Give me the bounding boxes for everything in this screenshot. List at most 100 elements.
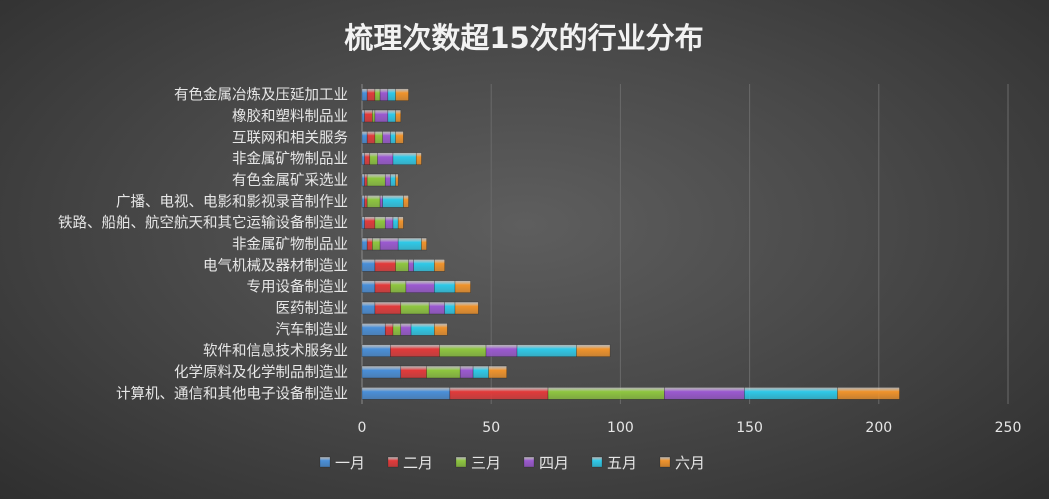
bar-segment	[361, 88, 368, 101]
bar-segment	[547, 387, 665, 400]
bar-segment	[405, 280, 435, 293]
bar-segment	[395, 173, 399, 187]
bar-segment	[392, 323, 402, 336]
bars	[361, 88, 900, 400]
bar-segment	[472, 365, 489, 379]
bar-segment	[395, 259, 409, 272]
bar-segment	[361, 259, 376, 272]
bar-segment	[664, 387, 745, 400]
bar-segment	[374, 88, 381, 101]
bar-segment	[366, 195, 381, 208]
bar-segment	[366, 237, 373, 251]
bar-segment	[361, 173, 365, 187]
bar-segment	[361, 280, 376, 293]
category-label: 非金属矿物制品业	[232, 236, 348, 253]
category-label: 电气机械及器材制造业	[203, 257, 348, 274]
bar-segment	[374, 259, 396, 272]
legend-label: 二月	[403, 454, 433, 472]
bar-segment	[366, 131, 376, 144]
category-label: 计算机、通信和其他电子设备制造业	[116, 385, 348, 402]
bar-segment	[744, 387, 838, 400]
bar-segment	[410, 323, 435, 336]
category-label: 汽车制造业	[276, 321, 349, 338]
legend-label: 三月	[471, 454, 501, 472]
bar-segment	[392, 216, 399, 229]
bar-segment	[366, 88, 376, 101]
bar-segment	[434, 323, 448, 336]
bar-segment	[361, 109, 365, 123]
bar-segment	[364, 152, 371, 165]
bar-segment	[390, 131, 396, 144]
bar-segment	[379, 237, 399, 251]
legend-label: 六月	[675, 454, 705, 472]
bar-segment	[434, 280, 456, 293]
bar-segment	[382, 195, 404, 208]
bar-segment	[361, 387, 451, 400]
bar-segment	[361, 195, 365, 208]
bar-segment	[387, 109, 396, 123]
category-label: 有色金属矿采选业	[232, 172, 348, 189]
bar-segment	[374, 280, 391, 293]
bar-segment	[395, 109, 402, 123]
x-tick-label: 150	[736, 420, 763, 436]
bar-segment	[387, 88, 396, 101]
bar-segment	[400, 323, 412, 336]
bar-segment	[449, 387, 549, 400]
x-tick-label: 50	[482, 420, 500, 436]
category-label: 化学原料及化学制品制造业	[174, 364, 348, 381]
bar-segment	[379, 88, 389, 101]
bar-segment	[361, 216, 365, 229]
legend-label: 四月	[539, 454, 569, 472]
bar-segment	[361, 365, 402, 379]
bar-segment	[361, 131, 368, 144]
bar-segment	[361, 301, 376, 315]
bar-segment	[400, 365, 427, 379]
bar-segment	[459, 365, 474, 379]
legend: 一月 二月 三月 四月 五月 六月	[319, 454, 705, 472]
category-label: 互联网和相关服务	[232, 129, 348, 146]
bar-segment	[361, 344, 391, 357]
bar-segment	[837, 387, 900, 400]
category-label: 橡胶和塑料制品业	[232, 108, 348, 125]
bar-segment	[366, 173, 386, 187]
category-label: 有色金属冶炼及压延加工业	[174, 87, 348, 104]
bar-segment	[403, 195, 409, 208]
category-label: 非金属矿物制品业	[232, 151, 348, 168]
category-label: 医药制造业	[276, 300, 349, 317]
bar-segment	[364, 216, 376, 229]
category-label: 铁路、船舶、航空航天和其它运输设备制造业	[58, 214, 348, 232]
bar-segment	[400, 301, 430, 315]
category-label: 软件和信息技术服务业	[203, 343, 348, 360]
bar-segment	[364, 109, 373, 123]
x-tick-label: 250	[995, 420, 1022, 436]
bar-segment	[374, 109, 389, 123]
bar-segment	[415, 152, 422, 165]
bar-segment	[377, 152, 394, 165]
bar-segment	[384, 216, 394, 229]
bar-segment	[374, 216, 386, 229]
bar-segment	[516, 344, 577, 357]
legend-swatch	[591, 456, 603, 468]
bar-segment	[485, 344, 518, 357]
x-tick-labels: 0 50 100 150 200 250	[358, 420, 1022, 436]
bar-segment	[397, 216, 404, 229]
bar-segment	[434, 259, 445, 272]
x-tick-label: 100	[607, 420, 634, 436]
bar-segment	[426, 365, 461, 379]
bar-segment	[374, 301, 402, 315]
bar-segment	[374, 131, 383, 144]
bar-segment	[364, 173, 368, 187]
bar-segment	[372, 109, 376, 123]
category-label: 专用设备制造业	[247, 279, 349, 296]
legend-swatch	[455, 456, 467, 468]
bar-segment	[361, 152, 365, 165]
category-labels: 计算机、通信和其他电子设备制造业 化学原料及化学制品制造业 软件和信息技术服务业 汽车…	[58, 87, 348, 403]
bar-segment	[390, 344, 440, 357]
bar-segment	[384, 323, 394, 336]
bar-segment	[408, 259, 414, 272]
bar-segment	[369, 152, 378, 165]
bar-segment	[390, 280, 407, 293]
category-label: 广播、电视、电影和影视录音制作业	[116, 193, 348, 210]
